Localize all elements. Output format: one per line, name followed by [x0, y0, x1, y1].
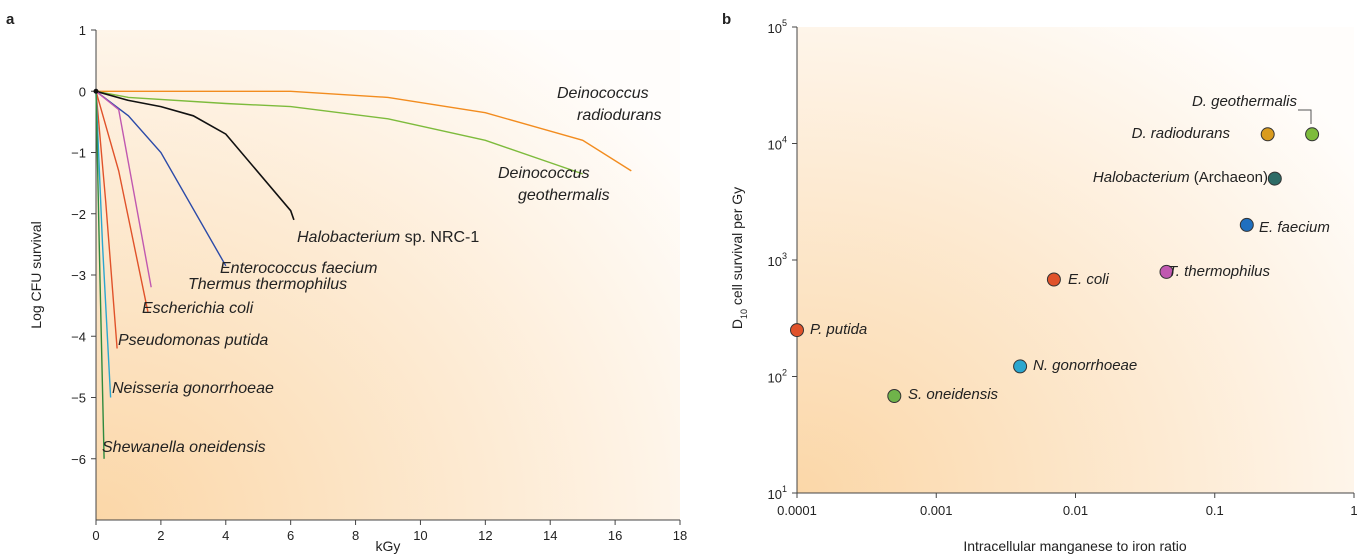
series-line-pseudomonas-putida — [95, 91, 118, 349]
y-tick-label: 102 — [768, 368, 787, 386]
label-halobacterium: Halobacterium sp. NRC-1 — [297, 229, 479, 246]
label-d-radiodurans: D. radiodurans — [1132, 125, 1231, 142]
label-halobacterium-archaeon: Halobacterium (Archaeon) — [1093, 169, 1268, 186]
panel-b-plot-background — [797, 27, 1354, 493]
label-s-oneidensis: S. oneidensis — [908, 386, 999, 403]
label-deinococcus-geothermalis-line2: geothermalis — [518, 187, 610, 204]
series-line-neisseria-gonorrhoeae — [95, 91, 112, 398]
y-tick-label: 0 — [79, 84, 86, 99]
origin-marker — [93, 88, 99, 94]
x-tick-label: 0.1 — [1206, 503, 1224, 518]
panel-a-y-axis-title: Log CFU survival — [28, 221, 44, 328]
point-d-geothermalis — [1305, 127, 1320, 142]
panel-b-letter: b — [722, 11, 731, 28]
y-tick-label: −1 — [71, 146, 86, 161]
label-halobacterium-archaeon-genus: Halobacterium — [1093, 169, 1190, 186]
y-tick-label: −3 — [71, 268, 86, 283]
panel-b-y-axis-title-sub: 10 — [739, 309, 749, 319]
x-tick-label: 16 — [608, 528, 622, 543]
point-p-putida — [790, 323, 804, 338]
point-halobacterium-archaeon — [1267, 171, 1282, 186]
label-halobacterium-genus: Halobacterium — [297, 229, 400, 246]
label-shewanella-oneidensis: Shewanella oneidensis — [102, 439, 266, 456]
label-e-coli: E. coli — [1068, 271, 1110, 288]
y-tick-label: 105 — [768, 18, 787, 36]
x-tick-label: 0.01 — [1063, 503, 1088, 518]
y-tick-label: 1 — [79, 23, 86, 38]
panel-b-y-axis-title-d: D — [729, 319, 745, 329]
panel-b-points — [790, 127, 1320, 403]
panel-b-y-axis-title: D10 cell survival per Gy — [729, 187, 749, 329]
x-tick-label: 10 — [413, 528, 427, 543]
label-deinococcus-radiodurans-line2: radiodurans — [577, 107, 662, 124]
point-n-gonorrhoeae — [1013, 359, 1028, 374]
y-tick-label: −5 — [71, 391, 86, 406]
y-tick-label: −2 — [71, 207, 86, 222]
panel-b-y-ticks: 101 102 103 104 105 — [768, 18, 797, 502]
series-line-escherichia-coli — [95, 91, 149, 312]
panel-a-x-axis-title: kGy — [376, 538, 401, 554]
x-tick-label: 1 — [1350, 503, 1357, 518]
label-p-putida: P. putida — [810, 321, 867, 338]
series-line-deinococcus-radiodurans — [96, 90, 632, 172]
label-pseudomonas-putida: Pseudomonas putida — [118, 332, 268, 349]
y-tick-label: −6 — [71, 452, 86, 467]
panel-a: a 0 2 4 6 8 10 12 14 16 18 10−1−2−3−4−5−6 kGy Log… — [6, 11, 687, 554]
x-tick-label: 4 — [222, 528, 229, 543]
d-geothermalis-leader-line — [1298, 109, 1312, 124]
label-thermus-thermophilus: Thermus thermophilus — [188, 276, 347, 293]
panel-b-x-axis-title: Intracellular manganese to iron ratio — [963, 538, 1187, 554]
point-s-oneidensis — [887, 389, 902, 403]
x-tick-label: 0.001 — [920, 503, 953, 518]
label-deinococcus-geothermalis-line1: Deinococcus — [498, 165, 590, 182]
label-halobacterium-archaeon-rest: (Archaeon) — [1190, 169, 1268, 186]
x-tick-label: 6 — [287, 528, 294, 543]
series-line-shewanella-oneidensis — [95, 91, 105, 459]
label-e-faecium: E. faecium — [1259, 219, 1330, 236]
panel-a-plot-background — [96, 30, 680, 520]
y-tick-label: 103 — [768, 251, 787, 269]
series-line-deinococcus-geothermalis — [95, 90, 583, 175]
x-tick-label: 0 — [92, 528, 99, 543]
x-tick-label: 0.0001 — [777, 503, 817, 518]
label-d-geothermalis: D. geothermalis — [1192, 93, 1298, 110]
point-e-faecium — [1239, 217, 1254, 232]
x-tick-label: 2 — [157, 528, 164, 543]
label-t-thermophilus: T. thermophilus — [1168, 263, 1270, 280]
x-tick-label: 8 — [352, 528, 359, 543]
label-enterococcus-faecium: Enterococcus faecium — [220, 260, 377, 277]
x-tick-label: 18 — [673, 528, 687, 543]
panel-a-y-ticks: 1 0 −1 −2 −3 −4 −5 −6 — [71, 23, 96, 467]
label-neisseria-gonorrhoeae: Neisseria gonorrhoeae — [112, 380, 274, 397]
x-tick-label: 14 — [543, 528, 557, 543]
panel-b-y-axis-title-rest: cell survival per Gy — [729, 187, 745, 309]
series-line-halobacterium-sp-nrc-1 — [95, 90, 295, 221]
label-deinococcus-radiodurans-line1: Deinococcus — [557, 85, 649, 102]
point-t-thermophilus — [1159, 264, 1174, 279]
panel-b-x-ticks: 0.0001 0.001 0.01 0.1 1 — [777, 493, 1358, 518]
panel-a-letter: a — [6, 11, 15, 28]
y-tick-label: 104 — [768, 135, 787, 153]
panel-a-series — [93, 88, 632, 459]
x-tick-label: 12 — [478, 528, 492, 543]
y-tick-label: 101 — [768, 484, 787, 502]
series-line-thermus-thermophilus — [95, 90, 152, 288]
y-tick-label: −4 — [71, 329, 86, 344]
label-halobacterium-strain: sp. NRC-1 — [400, 229, 479, 246]
label-escherichia-coli: Escherichia coli — [142, 300, 254, 317]
label-n-gonorrhoeae: N. gonorrhoeae — [1033, 357, 1137, 374]
point-e-coli — [1046, 272, 1061, 287]
point-d-radiodurans — [1260, 127, 1275, 142]
panel-b: b 0.0001 0.001 0.01 0.1 1 101 102 103 104 105 In… — [722, 11, 1358, 554]
panel-a-x-ticks: 0 2 4 6 8 10 12 14 16 18 — [92, 520, 687, 543]
